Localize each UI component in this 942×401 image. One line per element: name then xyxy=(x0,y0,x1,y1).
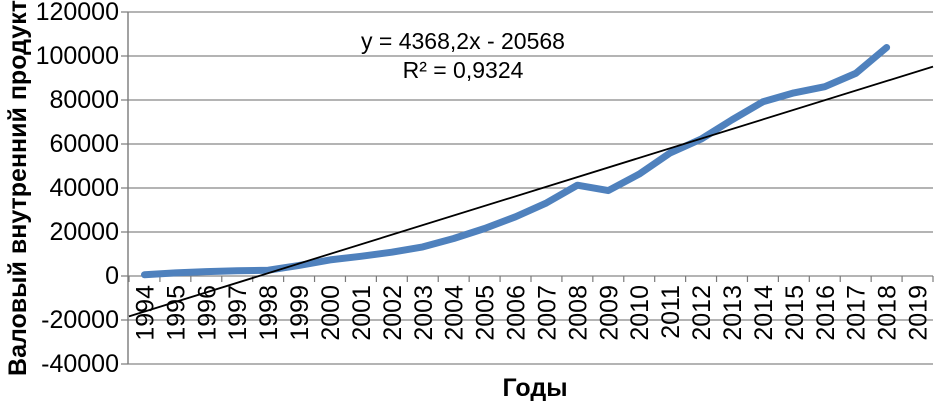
x-tick-label: 2008 xyxy=(564,285,592,341)
x-tick-label: 2010 xyxy=(626,285,654,341)
y-tick-label: 20000 xyxy=(49,218,119,246)
x-tick-label: 2001 xyxy=(348,285,376,341)
y-tick-label: 120000 xyxy=(36,0,119,26)
y-tick-label: 40000 xyxy=(49,174,119,202)
y-tick-label: 80000 xyxy=(49,86,119,114)
trendline-r-squared: R² = 0,9324 xyxy=(403,57,524,83)
x-tick-label: 2009 xyxy=(595,285,623,341)
x-tick-label: 2017 xyxy=(843,285,871,341)
x-tick-label: 2015 xyxy=(781,285,809,341)
y-tick-label: 100000 xyxy=(36,42,119,70)
y-tick-label: 0 xyxy=(105,262,119,290)
x-tick-label: 1998 xyxy=(255,285,283,341)
y-tick-label: 60000 xyxy=(49,130,119,158)
axes xyxy=(121,11,934,365)
x-tick-label: 2012 xyxy=(688,285,716,341)
x-tick-label: 2011 xyxy=(657,285,685,339)
trend-line xyxy=(128,65,934,318)
x-tick-label: 2014 xyxy=(750,285,778,341)
x-tick-label: 2002 xyxy=(379,285,407,341)
x-tick-labels: 1994 1995 1996 1997 1998 1999 2000 2001 2002 2003… xyxy=(131,285,932,341)
x-tick-label: 2018 xyxy=(874,285,902,341)
x-tick-label: 2006 xyxy=(503,285,531,341)
x-tick-label: 2016 xyxy=(812,285,840,341)
x-tick-label: 1999 xyxy=(286,285,314,341)
x-tick-label: 2007 xyxy=(533,285,561,341)
x-tick-label: 1995 xyxy=(162,285,190,341)
x-tick-label: 2019 xyxy=(905,285,933,341)
y-tick-label: -40000 xyxy=(41,350,119,378)
x-tick-label: 2004 xyxy=(441,285,469,341)
y-tick-label: -20000 xyxy=(41,306,119,334)
x-tick-label: 1997 xyxy=(224,285,252,341)
y-tick-labels: 120000 100000 80000 60000 40000 20000 0 -20000 -… xyxy=(36,0,119,378)
gridlines xyxy=(128,11,933,365)
x-tick-label: 2013 xyxy=(719,285,747,341)
x-tick-label: 1994 xyxy=(131,285,159,341)
x-tick-label: 1996 xyxy=(193,285,221,341)
gdp-series-line xyxy=(141,44,891,279)
trendline-equation: y = 4368,2x - 20568 xyxy=(361,28,565,54)
x-tick-label: 2005 xyxy=(472,285,500,341)
y-axis-title: Валовый внутренний продукт xyxy=(4,0,32,376)
x-tick-label: 2003 xyxy=(410,285,438,341)
x-tick-label: 2000 xyxy=(317,285,345,341)
x-axis-title: Годы xyxy=(502,374,567,401)
